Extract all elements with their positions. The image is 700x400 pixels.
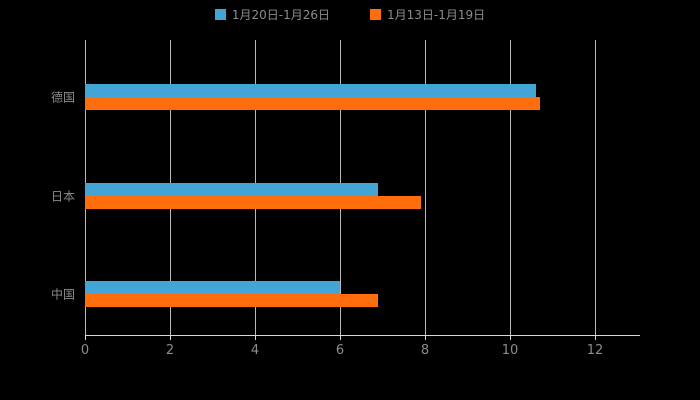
category-label-2: 中国 xyxy=(50,287,75,302)
x-axis-tick xyxy=(340,335,341,340)
category-label-0: 德国 xyxy=(50,90,75,105)
legend-label: 1月20日-1月26日 xyxy=(231,8,330,22)
x-axis-tick xyxy=(595,335,596,340)
x-axis-line xyxy=(85,335,640,336)
bar-德国-series-1 xyxy=(85,97,540,111)
gridline xyxy=(595,40,596,335)
legend-item-1[interactable]: 1月13日-1月19日 xyxy=(370,6,485,23)
x-axis-tick xyxy=(170,335,171,340)
legend-item-0[interactable]: 1月20日-1月26日 xyxy=(214,6,330,23)
bar-日本-series-1 xyxy=(85,195,421,209)
x-tick-label: 10 xyxy=(501,343,519,358)
legend-label: 1月13日-1月19日 xyxy=(387,8,486,22)
x-tick-label: 4 xyxy=(250,343,260,358)
x-tick-label: 2 xyxy=(165,343,175,358)
legend-swatch-icon xyxy=(214,9,226,20)
plot-area xyxy=(85,40,596,335)
x-tick-label: 8 xyxy=(420,343,430,358)
gridline xyxy=(425,40,426,335)
bar-日本-series-0 xyxy=(85,182,379,196)
bar-中国-series-1 xyxy=(85,293,379,307)
legend-swatch-icon xyxy=(370,9,381,20)
bar-德国-series-0 xyxy=(85,84,536,98)
x-axis-tick xyxy=(425,335,426,340)
chart-legend: 1月20日-1月26日 1月13日-1月19日 xyxy=(0,6,700,23)
x-axis-tick xyxy=(510,335,511,340)
bar-中国-series-0 xyxy=(85,280,340,294)
x-axis-tick xyxy=(85,335,86,340)
gridline xyxy=(510,40,511,335)
x-tick-label: 6 xyxy=(335,343,345,358)
x-axis-tick xyxy=(255,335,256,340)
x-tick-label: 0 xyxy=(80,343,90,358)
x-tick-label: 12 xyxy=(586,343,604,358)
category-label-1: 日本 xyxy=(50,189,75,203)
